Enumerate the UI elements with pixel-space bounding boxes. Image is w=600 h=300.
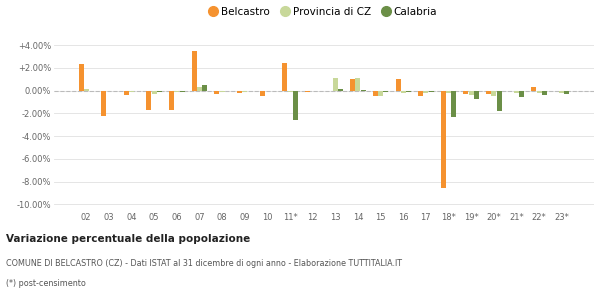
Bar — [446, 91, 451, 93]
Bar — [373, 91, 378, 96]
Bar — [519, 91, 524, 98]
Bar — [84, 89, 89, 91]
Bar — [157, 91, 162, 92]
Bar — [192, 51, 197, 91]
Bar — [237, 91, 242, 93]
Text: Variazione percentuale della popolazione: Variazione percentuale della popolazione — [6, 233, 250, 244]
Bar — [532, 87, 536, 91]
Bar — [214, 91, 220, 94]
Bar — [293, 91, 298, 120]
Legend: Belcastro, Provincia di CZ, Calabria: Belcastro, Provincia di CZ, Calabria — [206, 3, 442, 22]
Bar — [101, 91, 106, 116]
Bar — [283, 63, 287, 91]
Bar — [305, 91, 310, 92]
Bar — [565, 91, 569, 94]
Bar — [355, 78, 361, 91]
Bar — [287, 91, 293, 92]
Bar — [536, 91, 542, 93]
Bar — [542, 91, 547, 95]
Bar — [179, 91, 185, 92]
Bar — [378, 91, 383, 96]
Bar — [491, 91, 496, 96]
Bar — [559, 91, 564, 93]
Bar — [79, 64, 83, 91]
Bar — [146, 91, 151, 110]
Bar — [463, 91, 469, 94]
Bar — [441, 91, 446, 188]
Bar — [395, 79, 401, 91]
Bar — [220, 91, 224, 92]
Bar — [260, 91, 265, 96]
Bar — [474, 91, 479, 98]
Text: COMUNE DI BELCASTRO (CZ) - Dati ISTAT al 31 dicembre di ogni anno - Elaborazione: COMUNE DI BELCASTRO (CZ) - Dati ISTAT al… — [6, 259, 402, 268]
Bar — [129, 91, 134, 92]
Bar — [514, 91, 519, 93]
Text: (*) post-censimento: (*) post-censimento — [6, 280, 86, 289]
Bar — [202, 85, 207, 91]
Bar — [383, 91, 388, 92]
Bar — [197, 87, 202, 91]
Bar — [469, 91, 473, 95]
Bar — [451, 91, 456, 117]
Bar — [361, 90, 365, 91]
Bar — [401, 91, 406, 93]
Bar — [333, 78, 338, 91]
Bar — [418, 91, 423, 96]
Bar — [338, 89, 343, 91]
Bar — [406, 91, 411, 92]
Bar — [428, 91, 434, 92]
Bar — [152, 91, 157, 94]
Bar — [350, 79, 355, 91]
Bar — [424, 91, 428, 93]
Bar — [242, 91, 247, 92]
Bar — [124, 91, 129, 95]
Bar — [169, 91, 174, 110]
Bar — [497, 91, 502, 111]
Bar — [175, 91, 179, 92]
Bar — [486, 91, 491, 94]
